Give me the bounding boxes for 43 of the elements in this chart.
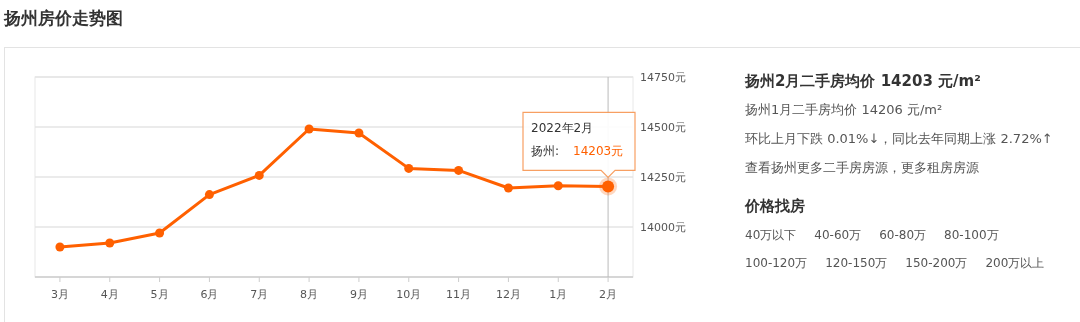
chart-title: 扬州房价走势图 (3, 8, 123, 28)
text: 扬州2月二手房均价 14203 元/m² (744, 72, 981, 90)
point (354, 128, 364, 138)
x-tick-label: 12月 (495, 288, 521, 301)
category-label: 40-60万 (814, 228, 862, 242)
x-tick-label: 2月 (599, 288, 618, 301)
point (204, 190, 214, 200)
category-label: 200万以上 (985, 256, 1045, 270)
category-label: 80-100万 (944, 228, 999, 242)
category-label: 100-120万 (745, 256, 808, 270)
x-tick-label: 3月 (50, 288, 69, 301)
point (553, 181, 563, 191)
text: 扬州1月二手房均价 14206 元/m² (745, 102, 943, 117)
annotation: 2022年2月 (531, 121, 594, 136)
point (404, 163, 414, 173)
x-tick-label: 8月 (300, 288, 319, 301)
point (105, 238, 115, 248)
point (454, 165, 464, 175)
point (55, 242, 65, 252)
annotation: 扬州: 14203元 (531, 144, 624, 159)
x-tick-label: 1月 (549, 288, 568, 301)
y-tick-label: 14500元 (640, 121, 686, 134)
x-tick-label: 4月 (100, 288, 119, 301)
point (304, 124, 314, 134)
x-tick-label: 9月 (349, 288, 368, 301)
point (155, 228, 165, 238)
category-label: 120-150万 (825, 256, 888, 270)
x-tick-label: 10月 (396, 288, 422, 301)
x-tick-label: 7月 (250, 288, 269, 301)
point (503, 183, 513, 193)
x-tick-label: 6月 (200, 288, 219, 301)
x-tick-label: 11月 (446, 288, 472, 301)
x-tick-label: 5月 (150, 288, 169, 301)
text: 查看扬州更多二手房房源，更多租房房源 (745, 160, 979, 175)
category-label: 150-200万 (905, 256, 968, 270)
text: 环比上月下跌 0.01%↓，同比去年同期上涨 2.72%↑ (745, 131, 1053, 146)
y-tick-label: 14250元 (640, 171, 686, 184)
category-label: 40万以下 (745, 228, 797, 242)
y-tick-label: 14750元 (640, 71, 686, 84)
point (254, 170, 264, 180)
y-tick-label: 14000元 (640, 221, 686, 234)
category-label: 60-80万 (879, 228, 927, 242)
text: 价格找房 (744, 197, 805, 215)
